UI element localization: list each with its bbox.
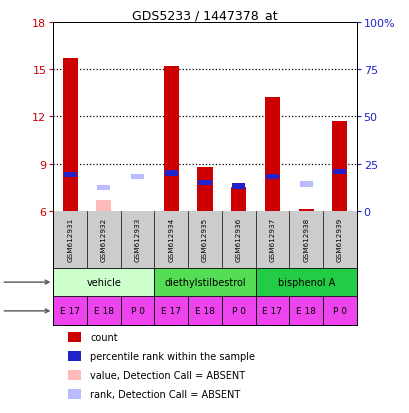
Bar (68, 370, 81, 380)
Bar (68, 332, 81, 342)
Bar (87, 297, 120, 325)
Text: E 18: E 18 (295, 306, 315, 316)
Text: rank, Detection Call = ABSENT: rank, Detection Call = ABSENT (90, 389, 240, 399)
Text: GSM612934: GSM612934 (168, 218, 174, 262)
Bar (53, 297, 87, 325)
Bar (298, 210, 313, 211)
Bar (289, 297, 322, 325)
Bar (264, 98, 279, 211)
Text: diethylstilbestrol: diethylstilbestrol (164, 278, 245, 287)
Bar (221, 297, 255, 325)
Bar (198, 180, 211, 186)
Bar (130, 174, 144, 180)
Bar (154, 297, 188, 325)
Text: GSM612937: GSM612937 (269, 218, 275, 262)
Bar (63, 173, 76, 178)
Bar (197, 167, 212, 211)
Text: value, Detection Call = ABSENT: value, Detection Call = ABSENT (90, 370, 245, 380)
Bar (333, 169, 346, 175)
Bar (231, 183, 245, 189)
Text: E 17: E 17 (60, 306, 80, 316)
Bar (255, 297, 289, 325)
Text: E 18: E 18 (94, 306, 114, 316)
Text: GSM612936: GSM612936 (235, 218, 241, 262)
Bar (63, 59, 78, 211)
Bar (188, 297, 221, 325)
Text: GSM612931: GSM612931 (67, 218, 73, 262)
Title: GDS5233 / 1447378_at: GDS5233 / 1447378_at (132, 9, 277, 21)
Bar (163, 67, 178, 211)
Text: E 18: E 18 (195, 306, 214, 316)
Bar (68, 351, 81, 361)
Bar (255, 268, 356, 297)
Bar (120, 297, 154, 325)
Bar (154, 268, 255, 297)
Text: P 0: P 0 (231, 306, 245, 316)
Bar (68, 389, 81, 399)
Text: GSM612932: GSM612932 (101, 218, 107, 262)
Bar (53, 268, 154, 297)
Bar (331, 122, 346, 211)
Text: GSM612935: GSM612935 (202, 218, 207, 262)
Text: percentile rank within the sample: percentile rank within the sample (90, 351, 255, 361)
Bar (299, 182, 312, 188)
Text: GSM612933: GSM612933 (134, 218, 140, 262)
Bar (322, 297, 356, 325)
Text: GSM612939: GSM612939 (336, 218, 342, 262)
Text: GSM612938: GSM612938 (302, 218, 308, 262)
Bar (164, 171, 178, 176)
Text: count: count (90, 332, 118, 342)
Bar (97, 185, 110, 191)
Text: vehicle: vehicle (86, 278, 121, 287)
Bar (265, 174, 279, 180)
Bar (96, 200, 111, 211)
Text: agent: agent (0, 278, 49, 287)
Text: E 17: E 17 (161, 306, 181, 316)
Text: P 0: P 0 (332, 306, 346, 316)
Text: E 17: E 17 (262, 306, 282, 316)
Text: age: age (0, 306, 49, 316)
Bar (231, 188, 246, 211)
Text: P 0: P 0 (130, 306, 144, 316)
Text: bisphenol A: bisphenol A (277, 278, 334, 287)
